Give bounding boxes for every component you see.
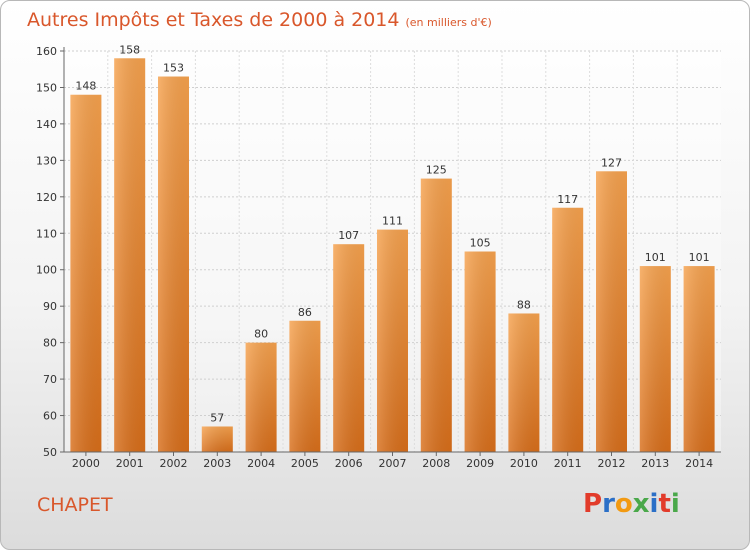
bar-shine [70, 94, 102, 452]
data-label: 80 [254, 328, 268, 341]
bar-shine [683, 266, 715, 452]
bar-shine [420, 178, 452, 452]
data-label: 105 [470, 237, 491, 250]
bar-shine [289, 320, 321, 452]
logo-letter: P [583, 489, 603, 519]
x-tick-label: 2003 [203, 457, 231, 470]
bar-shine [464, 251, 496, 452]
x-tick-label: 2010 [510, 457, 538, 470]
data-label: 101 [689, 251, 710, 264]
bar-shine [508, 313, 540, 452]
bars [70, 58, 715, 453]
bar-shine [552, 207, 584, 452]
data-label: 86 [298, 306, 312, 319]
x-tick-label: 2002 [160, 457, 188, 470]
logo-letter: i [670, 489, 680, 519]
y-tick-label: 150 [36, 81, 57, 94]
chart-title-text: Autres Impôts et Taxes de 2000 à 2014 [27, 9, 400, 31]
bar-shine [158, 76, 189, 452]
data-label: 158 [119, 43, 140, 56]
chart-subtitle: (en milliers d'€) [405, 16, 492, 29]
x-tick-label: 2000 [72, 457, 100, 470]
commune-name: CHAPET [37, 494, 113, 516]
x-tick-label: 2006 [335, 457, 363, 470]
data-label: 57 [210, 411, 224, 424]
logo-letter: o [614, 489, 633, 519]
logo-letter: i [649, 489, 659, 519]
data-label: 111 [382, 215, 403, 228]
x-tick-label: 2012 [598, 457, 626, 470]
y-tick-label: 80 [43, 337, 57, 350]
y-tick-label: 100 [36, 264, 57, 277]
logo-letter: t [658, 489, 671, 519]
y-tick-label: 110 [36, 227, 57, 240]
y-tick-label: 120 [36, 191, 57, 204]
y-tick-label: 70 [43, 373, 57, 386]
y-tick-label: 140 [36, 118, 57, 131]
bar-shine [114, 58, 146, 453]
logo-letter: r [602, 489, 615, 519]
data-label: 125 [426, 164, 447, 177]
y-tick-label: 90 [43, 300, 57, 313]
y-tick-label: 160 [36, 45, 57, 58]
data-label: 148 [75, 80, 96, 93]
x-tick-label: 2001 [116, 457, 144, 470]
x-tick-label: 2013 [641, 457, 669, 470]
logo-letter: x [632, 489, 650, 519]
chart-title: Autres Impôts et Taxes de 2000 à 2014 (en… [27, 9, 492, 31]
labels: 50 60 70 80 90 100 110 120 130 140 150 160 148 2000 15… [36, 43, 713, 470]
x-tick-label: 2014 [685, 457, 713, 470]
axes [60, 47, 721, 456]
data-label: 101 [645, 251, 666, 264]
x-tick-label: 2008 [422, 457, 450, 470]
y-tick-label: 130 [36, 154, 57, 167]
data-label: 153 [163, 62, 184, 75]
y-tick-label: 60 [43, 410, 57, 423]
bar-shine [639, 266, 671, 452]
x-tick-label: 2007 [379, 457, 407, 470]
bar-shine [201, 426, 233, 452]
data-label: 127 [601, 156, 622, 169]
x-tick-label: 2005 [291, 457, 319, 470]
data-label: 88 [517, 298, 531, 311]
bar-shine [333, 244, 365, 452]
data-label: 107 [338, 229, 359, 242]
bar-shine [596, 171, 627, 453]
y-tick-label: 50 [43, 446, 57, 459]
x-tick-label: 2004 [247, 457, 275, 470]
x-tick-label: 2009 [466, 457, 494, 470]
bar-shine [245, 342, 277, 452]
proxiti-logo: Proxiti [583, 489, 680, 519]
x-tick-label: 2011 [554, 457, 582, 470]
data-label: 117 [557, 193, 578, 206]
bar-shine [377, 229, 408, 452]
